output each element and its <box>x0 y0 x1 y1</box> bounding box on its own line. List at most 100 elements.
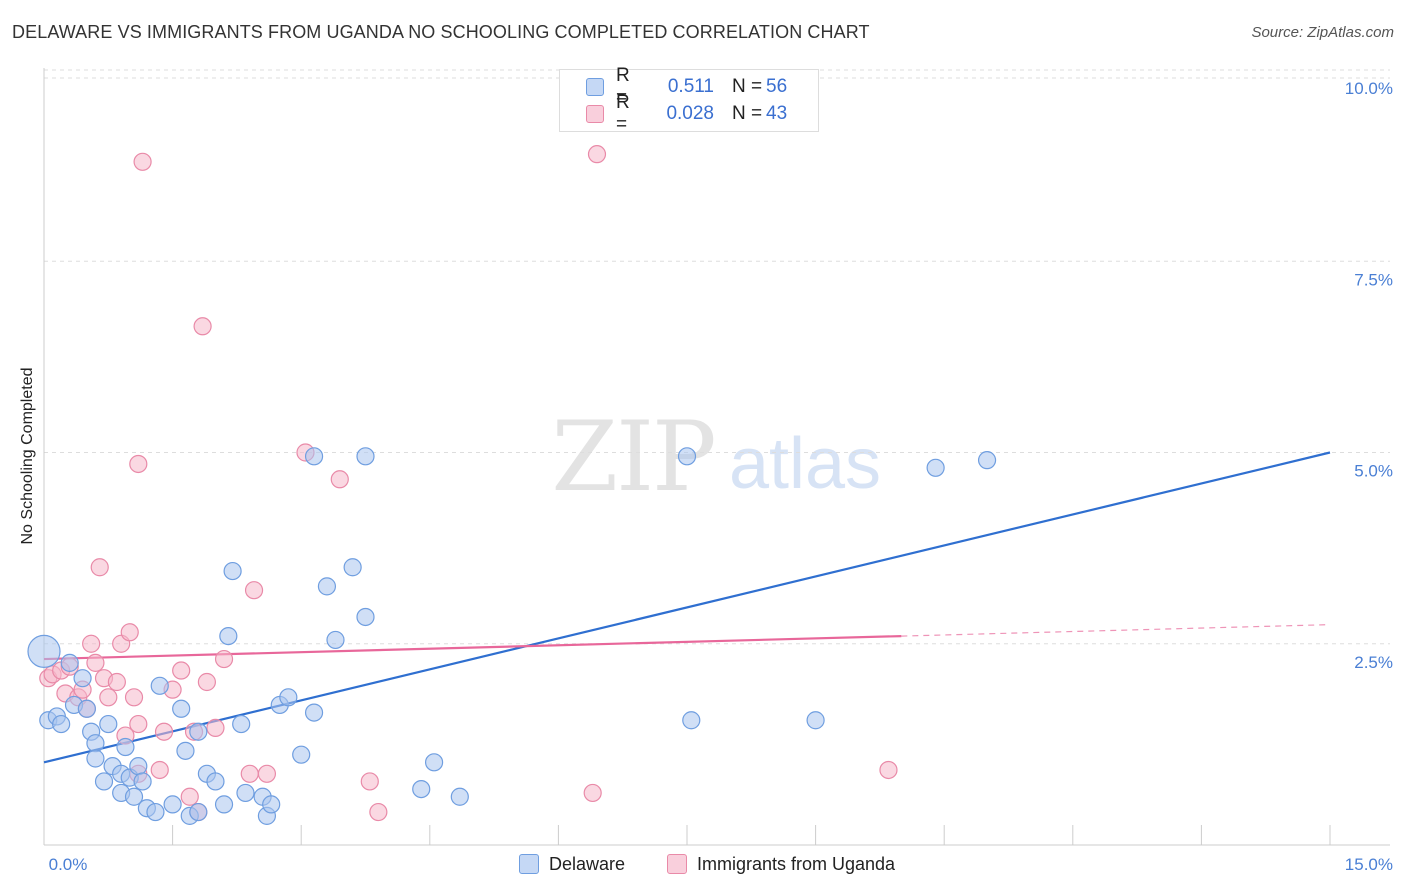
delaware-point <box>343 558 362 577</box>
x-tick-label-min: 0.0% <box>49 855 88 874</box>
bottom-legend-label-uganda: Immigrants from Uganda <box>697 853 896 874</box>
uganda-point <box>107 672 126 692</box>
uganda-point <box>82 634 101 653</box>
legend-row-uganda: R = 0.028 N = 43 <box>586 92 788 135</box>
trend-lines <box>43 451 1331 764</box>
y-tick-label: 2.5% <box>1354 653 1393 672</box>
delaware-trend-line <box>43 451 1331 764</box>
y-tick-label: 10.0% <box>1345 79 1393 98</box>
delaware-point <box>450 787 469 806</box>
delaware-point <box>176 741 195 760</box>
delaware-point <box>292 745 311 764</box>
uganda-point <box>214 649 234 669</box>
uganda-point <box>90 558 109 577</box>
delaware-point <box>189 722 208 741</box>
uganda-point <box>150 760 169 780</box>
bottom-legend-uganda: Immigrants from Uganda <box>667 852 895 876</box>
bottom-legend-delaware: Delaware <box>519 852 625 876</box>
uganda-point <box>133 152 152 171</box>
delaware-point <box>682 711 701 730</box>
uganda-point <box>154 722 174 741</box>
delaware-point <box>189 802 208 822</box>
uganda-point <box>86 653 105 672</box>
legend-r-value: 0.028 <box>666 103 714 124</box>
delaware-point <box>94 772 114 791</box>
delaware-point <box>806 711 825 730</box>
delaware-point <box>219 626 238 646</box>
legend-r-label: R = <box>616 92 630 135</box>
delaware-point <box>163 795 182 814</box>
delaware-point <box>52 714 71 734</box>
delaware-point <box>73 669 92 688</box>
uganda-point <box>583 783 602 803</box>
uganda-point <box>193 317 212 336</box>
legend-r-value: 0.511 <box>667 76 714 97</box>
delaware-point <box>27 634 61 669</box>
delaware-point <box>279 688 298 707</box>
delaware-point <box>356 607 375 627</box>
delaware-point <box>304 703 324 722</box>
delaware-point <box>424 753 444 772</box>
delaware-point <box>317 577 337 596</box>
legend-swatch-delaware <box>586 78 604 96</box>
legend-n-value: 56 <box>766 76 788 97</box>
delaware-point <box>206 772 225 791</box>
uganda-point <box>180 787 199 806</box>
uganda-point <box>244 581 264 600</box>
uganda-point <box>330 470 349 489</box>
delaware-point <box>60 653 79 672</box>
delaware-point <box>214 795 234 814</box>
y-tick-label: 5.0% <box>1354 462 1393 481</box>
delaware-point <box>146 802 165 822</box>
uganda-point <box>587 145 607 164</box>
uganda-trend-extension <box>901 624 1331 637</box>
delaware-point <box>124 787 144 806</box>
delaware-point <box>223 561 242 581</box>
bottom-legend-label-delaware: Delaware <box>549 853 626 874</box>
uganda-point <box>257 764 277 783</box>
uganda-point <box>369 802 388 822</box>
delaware-point <box>99 714 118 734</box>
source-credit: Source: ZipAtlas.com <box>1251 24 1394 41</box>
tick-labels: 2.5% 5.0% 7.5% 10.0% 0.0% 15.0% <box>49 79 1393 874</box>
delaware-point <box>133 772 152 791</box>
legend-n-label: N = <box>732 76 763 97</box>
gridlines <box>44 69 1390 645</box>
uganda-point <box>240 764 259 783</box>
data-points <box>27 145 997 825</box>
delaware-point <box>129 757 148 776</box>
x-tick-label-max: 15.0% <box>1345 855 1393 874</box>
delaware-point <box>172 699 191 718</box>
chart-title: DELAWARE VS IMMIGRANTS FROM UGANDA NO SC… <box>12 22 870 42</box>
delaware-point <box>236 783 255 803</box>
uganda-point <box>197 672 216 692</box>
uganda-point <box>129 454 148 474</box>
delaware-point <box>326 630 345 650</box>
delaware-point <box>677 447 697 466</box>
legend-n-value: 43 <box>766 103 788 124</box>
legend-row-delaware: R = 0.511 N = 56 <box>586 65 788 108</box>
delaware-point <box>116 737 135 757</box>
delaware-point <box>232 714 251 734</box>
delaware-point <box>77 699 96 718</box>
uganda-trend-line <box>43 635 902 661</box>
delaware-point <box>412 779 431 799</box>
delaware-point <box>926 458 945 477</box>
uganda-point <box>124 688 144 707</box>
delaware-point <box>86 749 105 768</box>
bottom-legend-swatch-uganda <box>667 854 687 874</box>
legend-n-label: N = <box>732 103 763 124</box>
uganda-point <box>879 760 898 780</box>
uganda-point <box>206 718 225 738</box>
uganda-point <box>129 714 148 734</box>
delaware-point <box>86 734 105 753</box>
stats-legend: R = 0.511 N = 56 R = 0.028 N = 43 <box>559 65 819 135</box>
uganda-point <box>99 688 118 707</box>
delaware-point <box>262 795 281 814</box>
y-axis-label: No Schooling Completed <box>19 367 36 545</box>
uganda-point <box>360 772 379 791</box>
watermark-atlas: atlas <box>729 424 881 504</box>
delaware-point <box>977 451 997 470</box>
uganda-point <box>120 623 139 642</box>
